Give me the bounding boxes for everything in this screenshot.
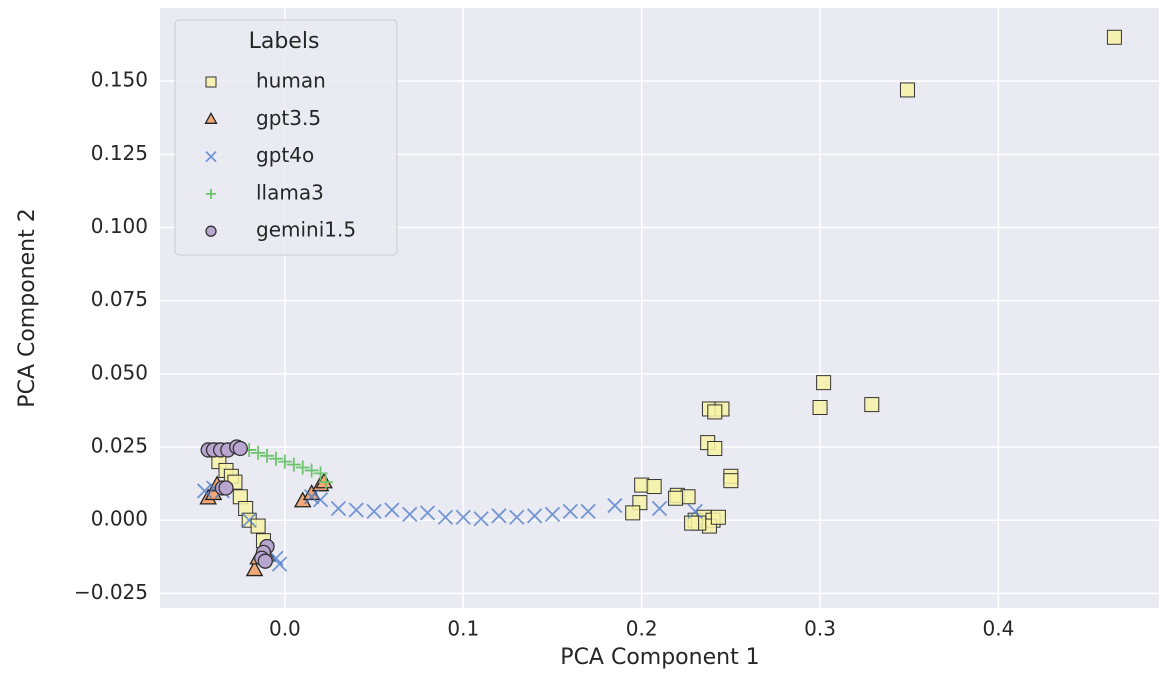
point xyxy=(402,506,418,522)
point xyxy=(218,480,234,496)
point xyxy=(268,451,283,466)
y-tick-label: 0.125 xyxy=(91,141,148,165)
marks xyxy=(196,29,1122,577)
y-tick-label: 0.150 xyxy=(91,68,148,92)
point xyxy=(232,440,248,457)
point xyxy=(318,475,333,490)
point xyxy=(251,445,266,460)
legend-marker xyxy=(205,225,217,237)
legend-marker xyxy=(205,150,217,163)
point xyxy=(491,508,507,524)
legend-label: gemini1.5 xyxy=(256,218,356,242)
point xyxy=(245,560,264,577)
point xyxy=(816,375,832,391)
point xyxy=(196,483,213,499)
legend-marker xyxy=(204,111,218,124)
legend-label: gpt3.5 xyxy=(256,106,321,130)
point xyxy=(646,479,662,495)
point xyxy=(668,490,684,506)
y-tick-label: 0.050 xyxy=(91,360,148,384)
point xyxy=(684,515,700,531)
point xyxy=(1106,29,1122,45)
point xyxy=(315,472,333,489)
point xyxy=(257,553,273,569)
y-tick-label: 0.100 xyxy=(91,214,148,238)
y-tick-label: 0.075 xyxy=(91,287,148,311)
point xyxy=(419,505,436,521)
point xyxy=(509,509,525,525)
point xyxy=(687,503,703,520)
point xyxy=(241,512,257,528)
x-axis-label: PCA Component 1 xyxy=(560,645,759,670)
point xyxy=(286,457,301,472)
point xyxy=(707,404,723,420)
point xyxy=(899,82,915,98)
x-tick-label: 0.3 xyxy=(804,617,836,641)
point xyxy=(812,400,828,416)
point xyxy=(312,492,329,508)
point xyxy=(634,477,650,493)
point xyxy=(580,503,596,520)
point xyxy=(723,473,739,489)
point xyxy=(710,509,726,525)
point xyxy=(562,503,578,520)
x-tick-label: 0.2 xyxy=(626,617,658,641)
y-tick-label: 0.000 xyxy=(91,507,148,531)
point xyxy=(250,518,266,534)
point xyxy=(260,448,275,463)
point xyxy=(313,466,328,481)
point xyxy=(366,503,382,520)
point xyxy=(526,508,543,524)
legend-label: gpt4o xyxy=(256,143,314,167)
point xyxy=(455,509,471,525)
legend-label: llama3 xyxy=(256,180,324,204)
point xyxy=(707,440,723,456)
point xyxy=(330,500,347,517)
legend-box xyxy=(174,19,398,256)
legend-title: Labels xyxy=(249,29,320,54)
x-tick-label: 0.0 xyxy=(269,617,301,641)
point xyxy=(473,511,489,527)
legend-marker xyxy=(206,188,216,199)
point xyxy=(607,497,623,514)
point xyxy=(271,556,288,572)
legend: Labels human gpt3.5 gpt4o llama3 gemini1.5 xyxy=(174,19,398,256)
point xyxy=(544,506,561,522)
point xyxy=(277,454,292,469)
y-tick-label: 0.025 xyxy=(91,434,148,458)
point xyxy=(304,463,319,478)
x-tick-label: 0.1 xyxy=(447,617,479,641)
x-tick-label: 0.4 xyxy=(983,617,1015,641)
legend-label: human xyxy=(256,69,326,93)
point xyxy=(303,489,320,505)
point xyxy=(384,502,400,518)
legend-marker xyxy=(205,76,217,88)
grid xyxy=(160,8,1159,608)
y-axis-label: PCA Component 2 xyxy=(15,208,40,407)
y-tick-label: −0.025 xyxy=(74,580,148,604)
point xyxy=(680,489,696,505)
point xyxy=(295,460,310,475)
point xyxy=(864,397,880,413)
point xyxy=(625,505,641,521)
point xyxy=(437,509,454,525)
point xyxy=(348,502,364,518)
point xyxy=(651,500,668,517)
